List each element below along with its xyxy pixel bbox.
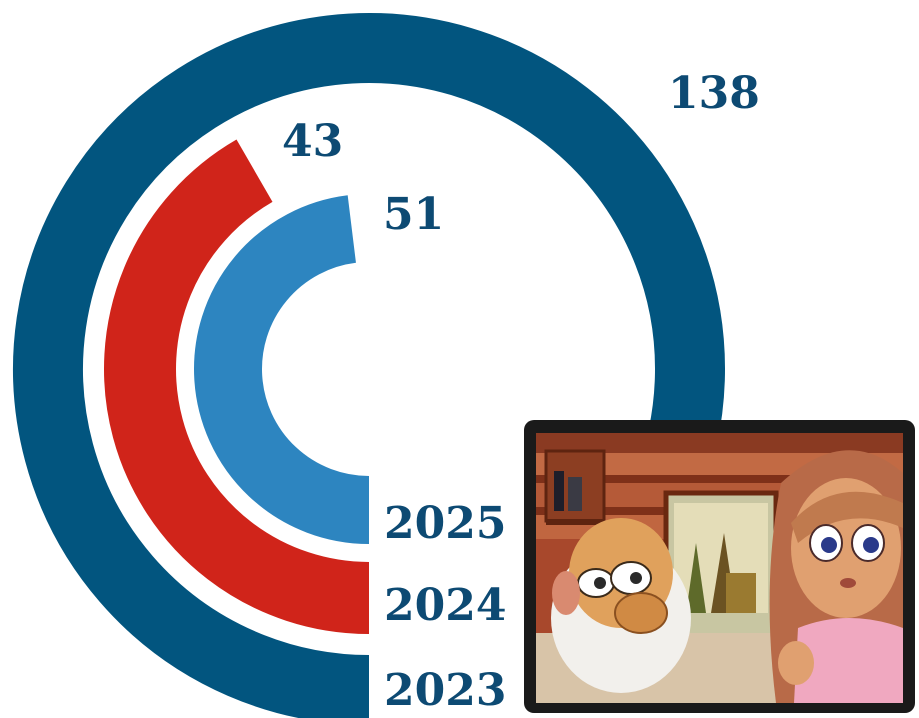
chart-arcs (13, 13, 725, 718)
value-label-2025: 51 (383, 189, 444, 240)
arc-2025 (194, 195, 370, 544)
video-player[interactable] (524, 420, 915, 713)
cartoon-illustration-icon (536, 433, 903, 703)
arc-2024 (104, 139, 370, 634)
category-label-2025: 2025 (384, 498, 506, 549)
arc-2023 (13, 13, 725, 718)
video-still-cartoon (536, 433, 903, 703)
category-label-2024: 2024 (384, 580, 506, 631)
value-label-2024: 43 (282, 116, 343, 167)
value-label-2023: 138 (668, 68, 760, 119)
category-label-2023: 2023 (384, 665, 506, 716)
chart-labels: 138 43 51 2023 2024 2025 (282, 68, 760, 716)
